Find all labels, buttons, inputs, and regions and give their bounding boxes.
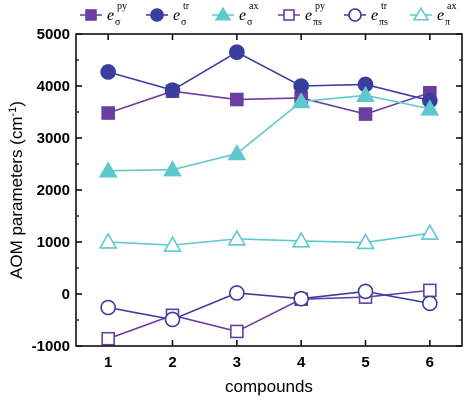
y-tick-label: 0 — [62, 286, 70, 303]
data-point — [227, 229, 247, 246]
legend-label: e — [107, 7, 114, 24]
data-point — [291, 231, 311, 248]
legend-label: e — [437, 7, 444, 24]
legend-subscript: σ — [115, 17, 121, 28]
data-point — [357, 283, 374, 300]
y-axis-title: AOM parameters (cm-1) — [7, 101, 26, 279]
legend-item-3: e πs py — [278, 1, 325, 28]
y-axis-title-sup: -1 — [7, 107, 19, 117]
legend-superscript: tr — [183, 1, 190, 12]
data-point — [100, 299, 116, 316]
x-tick-label: 4 — [297, 354, 306, 371]
data-point — [422, 295, 438, 312]
data-point — [420, 99, 440, 116]
legend-label: e — [239, 7, 246, 24]
data-point — [423, 283, 437, 298]
series-3 — [101, 283, 437, 346]
x-tick-label: 6 — [426, 354, 434, 371]
legend-subscript: σ — [181, 17, 187, 28]
series-line — [108, 290, 430, 321]
data-point — [98, 232, 118, 249]
legend-item-0: e σ py — [80, 1, 127, 28]
legend-superscript: ax — [447, 1, 456, 12]
data-point — [229, 285, 245, 301]
series-0 — [101, 84, 437, 121]
data-point — [230, 92, 244, 107]
y-axis-title-close: ) — [7, 101, 26, 107]
data-point — [98, 161, 118, 178]
legend-subscript: σ — [247, 17, 253, 28]
y-tick-label: 2000 — [37, 182, 70, 199]
data-point — [229, 44, 245, 61]
data-point — [356, 233, 375, 250]
data-point — [164, 82, 181, 98]
data-point — [101, 106, 115, 120]
data-point — [163, 235, 182, 252]
series-group — [98, 44, 440, 346]
legend-marker — [85, 9, 97, 21]
legend-superscript: ax — [249, 1, 258, 12]
series-line — [107, 90, 431, 115]
legend-marker — [150, 8, 164, 22]
data-point — [100, 64, 116, 80]
data-point — [164, 311, 181, 328]
legend-marker — [283, 9, 295, 21]
legend-subscript: π — [445, 17, 450, 28]
series-5 — [98, 223, 440, 252]
y-tick-label: 1000 — [37, 234, 70, 251]
data-point — [163, 160, 182, 177]
series-2 — [98, 85, 440, 178]
legend-subscript: πs — [313, 17, 322, 28]
x-tick-label: 2 — [168, 354, 176, 371]
y-tick-label: -1000 — [32, 338, 70, 355]
data-point — [101, 331, 115, 346]
y-axis-title-main: AOM parameters (cm — [7, 116, 26, 278]
y-tick-label: 3000 — [37, 130, 70, 147]
legend-item-5: e π ax — [410, 1, 456, 28]
x-axis-title: compounds — [225, 377, 313, 396]
x-tick-label: 1 — [104, 354, 112, 371]
data-point — [356, 85, 375, 103]
legend-item-2: e σ ax — [212, 1, 258, 28]
legend-label: e — [305, 7, 312, 24]
data-point — [358, 107, 373, 121]
data-point — [291, 92, 311, 109]
y-tick-label: 5000 — [37, 26, 70, 43]
series-line — [108, 94, 430, 172]
legend-item-1: e σ tr — [146, 1, 190, 28]
series-line — [108, 232, 430, 246]
x-tick-label: 5 — [361, 354, 369, 371]
y-tick-label: 4000 — [37, 78, 70, 95]
data-point — [420, 223, 440, 240]
legend-superscript: py — [315, 1, 325, 12]
legend-marker — [348, 8, 362, 22]
y-axis: -1000 0 1000 2000 3000 4000 5000 — [32, 26, 462, 355]
legend-item-4: e πs tr — [344, 1, 388, 28]
data-point — [227, 144, 247, 161]
series-4 — [100, 283, 438, 328]
legend-label: e — [371, 7, 378, 24]
legend-marker — [412, 6, 430, 21]
data-point — [293, 78, 309, 94]
x-tick-label: 3 — [233, 354, 241, 371]
legend-superscript: tr — [381, 1, 388, 12]
series-line — [107, 289, 430, 340]
data-point — [293, 290, 309, 307]
legend-label: e — [173, 7, 180, 24]
x-axis: 1 2 3 4 5 6 — [104, 34, 434, 371]
series-line — [107, 51, 431, 102]
legend-superscript: py — [117, 1, 127, 12]
legend-marker — [214, 6, 232, 21]
legend-subscript: πs — [379, 17, 388, 28]
data-point — [230, 324, 244, 339]
